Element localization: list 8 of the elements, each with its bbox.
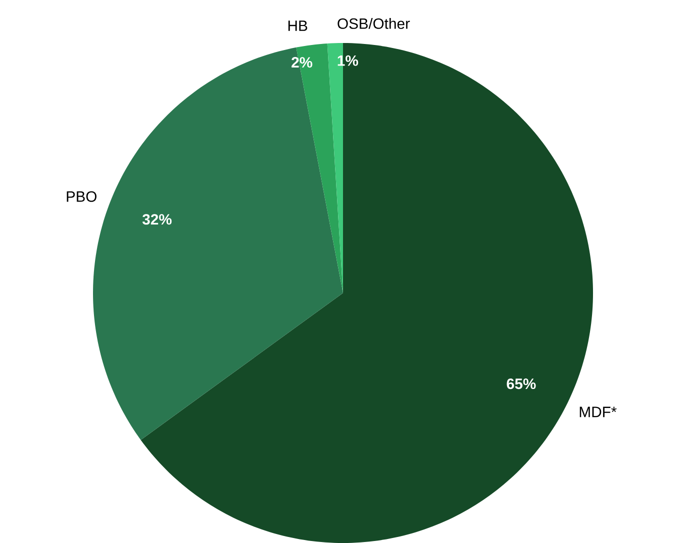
slice-label: HB: [288, 20, 308, 31]
data-label: 32%: [142, 214, 172, 225]
data-label: 65%: [506, 378, 536, 390]
slice-label: MDF*: [580, 406, 617, 418]
data-label: 1%: [338, 55, 358, 66]
slice-label: OSB/Other: [338, 18, 410, 29]
data-label: 2%: [292, 57, 312, 68]
slice-label: PBO: [66, 191, 96, 202]
